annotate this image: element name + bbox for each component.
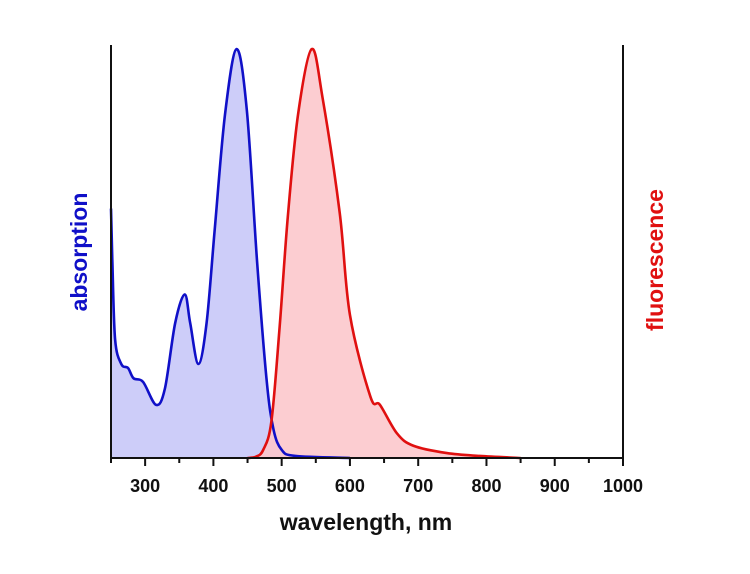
x-tick-label: 800	[471, 476, 501, 496]
x-tick-label: 500	[267, 476, 297, 496]
series-0-line	[109, 47, 350, 460]
x-axis-label: wavelength, nm	[279, 509, 453, 535]
x-tick-label: 300	[130, 476, 160, 496]
x-ticks: 300 400 500 600 700 800 900 1000	[110, 458, 643, 496]
y-axis-label-right: fluorescence	[642, 189, 668, 331]
x-tick-label: 600	[335, 476, 365, 496]
series-1-fill	[247, 48, 521, 459]
x-tick-label: 900	[540, 476, 570, 496]
series-1-line	[247, 47, 521, 460]
series-lines	[109, 47, 521, 460]
y-axis-label-left: absorption	[66, 193, 92, 312]
series-fills	[111, 48, 521, 459]
x-tick-label: 400	[198, 476, 228, 496]
x-tick-label: 1000	[603, 476, 643, 496]
x-tick-label: 700	[403, 476, 433, 496]
